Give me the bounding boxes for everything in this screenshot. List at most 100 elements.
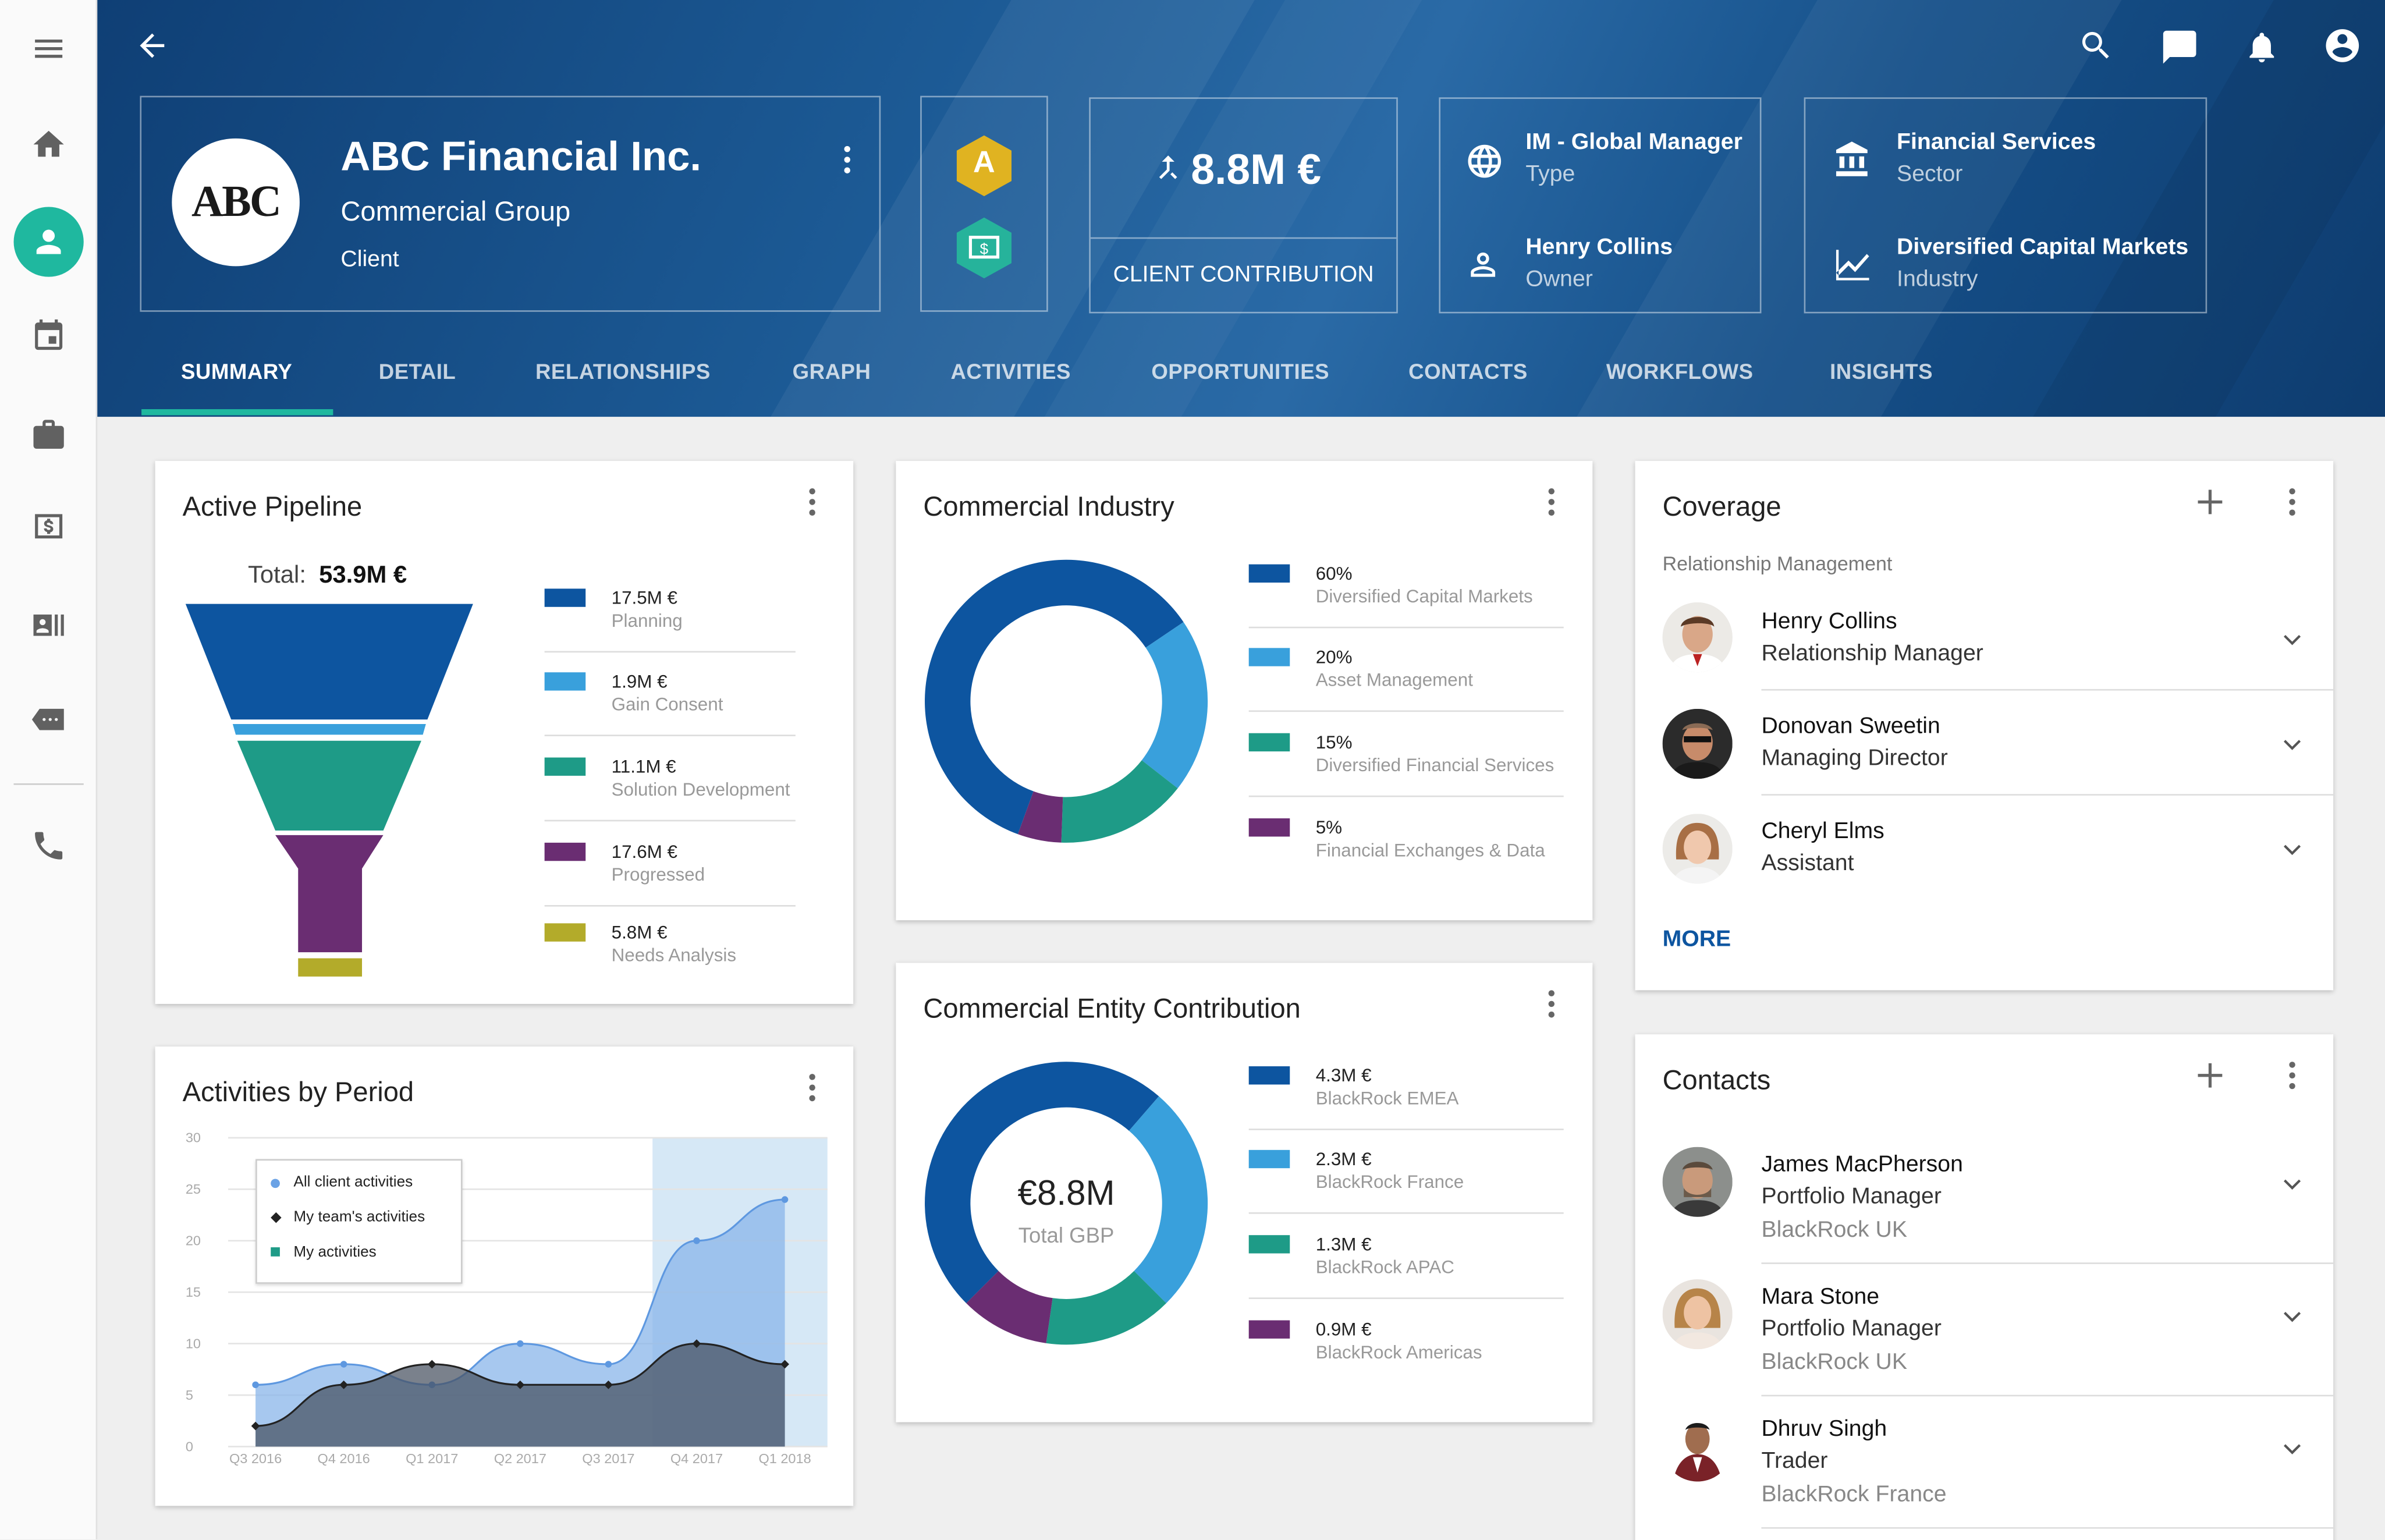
x-tick-label: Q1 2018 xyxy=(758,1451,811,1466)
total-label: Total: xyxy=(248,563,306,589)
data-point[interactable] xyxy=(252,1381,259,1389)
y-tick-label: 30 xyxy=(186,1130,201,1145)
add-icon[interactable] xyxy=(2196,1062,2224,1089)
person-role: Assistant xyxy=(1761,850,1854,877)
person-name[interactable]: James MacPherson xyxy=(1761,1151,1963,1177)
person-icon[interactable] xyxy=(13,207,84,277)
donut-slice[interactable] xyxy=(925,1062,1159,1304)
legend-swatch xyxy=(1248,818,1290,837)
contribution-label: CLIENT CONTRIBUTION xyxy=(1113,261,1374,288)
legend-swatch xyxy=(544,923,586,942)
y-tick-label: 5 xyxy=(186,1388,193,1403)
more-link[interactable]: MORE xyxy=(1662,926,1731,953)
tab-workflows[interactable]: WORKFLOWS xyxy=(1606,359,1754,384)
legend-value: 0.9M € xyxy=(1315,1318,1372,1340)
more-vert-icon[interactable] xyxy=(808,488,817,519)
entity-card: Commercial Entity Contribution €8.8M Tot… xyxy=(896,963,1593,1422)
bell-icon[interactable] xyxy=(2244,27,2280,67)
chat-icon[interactable] xyxy=(2160,27,2199,67)
y-tick-label: 0 xyxy=(186,1439,193,1454)
industry-value: Diversified Capital Markets xyxy=(1897,234,2189,260)
donut-slice[interactable] xyxy=(925,559,1184,835)
type-owner-card: IM - Global Manager Type Henry Collins O… xyxy=(1439,97,1762,314)
donut-slice[interactable] xyxy=(1128,1096,1208,1304)
chevron-down-icon[interactable] xyxy=(2281,733,2303,755)
data-point[interactable] xyxy=(517,1340,524,1347)
tab-opportunities[interactable]: OPPORTUNITIES xyxy=(1151,359,1330,384)
donut-slice[interactable] xyxy=(1061,760,1178,843)
card-title: Active Pipeline xyxy=(182,491,363,522)
donut-slice[interactable] xyxy=(966,1271,1053,1343)
legend-value: 11.1M € xyxy=(611,755,676,778)
tab-activities[interactable]: ACTIVITIES xyxy=(950,359,1071,384)
x-tick-label: Q2 2017 xyxy=(494,1451,546,1466)
chevron-down-icon[interactable] xyxy=(2281,1305,2303,1326)
card-title: Commercial Entity Contribution xyxy=(923,993,1301,1024)
pipeline-funnel xyxy=(185,604,473,977)
chevron-down-icon[interactable] xyxy=(2281,838,2303,860)
legend-label: Diversified Capital Markets xyxy=(1315,586,1533,607)
person-name[interactable]: Mara Stone xyxy=(1761,1283,1880,1310)
active-tab-indicator xyxy=(141,409,333,416)
back-arrow-icon[interactable] xyxy=(134,27,171,64)
chevron-down-icon[interactable] xyxy=(2281,1173,2303,1194)
data-point[interactable] xyxy=(605,1361,612,1368)
tab-detail[interactable]: DETAIL xyxy=(378,359,456,384)
owner-label: Owner xyxy=(1525,266,1593,292)
money-icon[interactable] xyxy=(24,502,73,551)
phone-icon[interactable] xyxy=(24,821,73,870)
legend-item: My activities xyxy=(293,1244,377,1261)
contribution-value: 8.8M € xyxy=(1191,146,1322,193)
legend-label: Planning xyxy=(611,610,683,631)
person-name[interactable]: Donovan Sweetin xyxy=(1761,713,1940,740)
entity-donut xyxy=(925,1062,1208,1345)
sector-label: Sector xyxy=(1897,161,1963,187)
avatar xyxy=(1662,708,1733,779)
calendar-icon[interactable] xyxy=(24,312,73,361)
more-vert-icon[interactable] xyxy=(1547,990,1556,1020)
tab-insights[interactable]: INSIGHTS xyxy=(1830,359,1933,384)
account-icon[interactable] xyxy=(2323,26,2362,65)
person-name[interactable]: Henry Collins xyxy=(1761,608,1897,634)
legend-label: BlackRock France xyxy=(1315,1171,1464,1193)
avatar xyxy=(1662,1279,1733,1350)
legend-label: Diversified Financial Services xyxy=(1315,754,1554,776)
legend-swatch xyxy=(1248,564,1290,583)
donut-slice[interactable] xyxy=(1017,791,1063,843)
tab-contacts[interactable]: CONTACTS xyxy=(1408,359,1528,384)
tab-graph[interactable]: GRAPH xyxy=(792,359,871,384)
legend-value: 15% xyxy=(1315,732,1353,753)
legend-value: 1.3M € xyxy=(1315,1233,1372,1255)
legend-dot xyxy=(271,1179,280,1188)
more-vert-icon[interactable] xyxy=(808,1074,817,1104)
person-org: BlackRock France xyxy=(1761,1481,1947,1507)
contact-card-icon[interactable] xyxy=(24,601,73,650)
donut-slice[interactable] xyxy=(1046,1271,1166,1345)
more-vert-icon[interactable] xyxy=(2288,1062,2297,1092)
person-name[interactable]: Cheryl Elms xyxy=(1761,818,1884,844)
menu-icon[interactable] xyxy=(24,24,73,73)
home-icon[interactable] xyxy=(24,120,73,169)
tab-relationships[interactable]: RELATIONSHIPS xyxy=(535,359,711,384)
tab-summary[interactable]: SUMMARY xyxy=(181,359,293,384)
donut-slice[interactable] xyxy=(1141,622,1208,789)
chevron-down-icon[interactable] xyxy=(2281,628,2303,650)
data-point[interactable] xyxy=(781,1196,789,1203)
search-icon[interactable] xyxy=(2078,27,2114,64)
person-name[interactable]: Dhruv Singh xyxy=(1761,1416,1887,1442)
more-vert-icon[interactable] xyxy=(1547,488,1556,519)
data-point[interactable] xyxy=(693,1237,700,1244)
more-vert-icon[interactable] xyxy=(2288,488,2297,519)
company-menu-icon[interactable] xyxy=(843,146,852,176)
data-point[interactable] xyxy=(340,1361,347,1368)
legend-label: BlackRock Americas xyxy=(1315,1342,1482,1363)
person-role: Portfolio Manager xyxy=(1761,1183,1942,1209)
active-pipeline-card: Active Pipeline Total: 53.9M € 17.5M € P… xyxy=(155,460,854,1004)
add-icon[interactable] xyxy=(2196,488,2224,516)
pipeline-total: Total: 53.9M € xyxy=(248,563,407,590)
line-chart-icon xyxy=(1833,245,1872,285)
chevron-down-icon[interactable] xyxy=(2281,1438,2303,1459)
message-icon[interactable] xyxy=(24,695,73,744)
briefcase-icon[interactable] xyxy=(24,411,73,460)
funnel-gain-consent xyxy=(232,724,426,735)
